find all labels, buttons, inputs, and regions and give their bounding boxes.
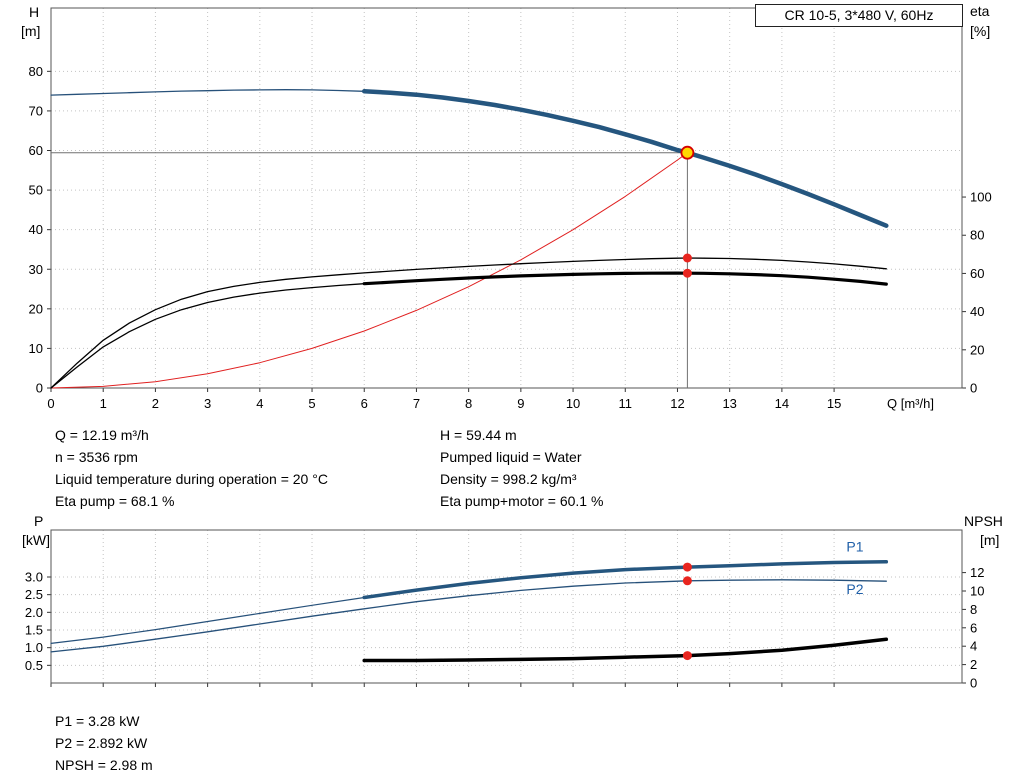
svg-text:40: 40 — [29, 222, 43, 237]
npsh-axis-label: NPSH — [964, 513, 1003, 529]
svg-text:6: 6 — [361, 396, 368, 411]
svg-text:2.5: 2.5 — [25, 587, 43, 602]
series-eta-pump-motor-duty-range — [362, 271, 888, 286]
series-p2 — [50, 579, 887, 653]
svg-text:2: 2 — [970, 657, 977, 672]
svg-text:6: 6 — [970, 620, 977, 635]
svg-text:0.5: 0.5 — [25, 658, 43, 673]
svg-text:2: 2 — [152, 396, 159, 411]
svg-text:80: 80 — [29, 64, 43, 79]
svg-text:20: 20 — [970, 342, 984, 357]
svg-text:100: 100 — [970, 190, 992, 205]
svg-text:60: 60 — [970, 266, 984, 281]
svg-text:5: 5 — [308, 396, 315, 411]
info-line-p2: P2 = 2.892 kW — [55, 735, 148, 751]
power-info: P1 = 3.28 kW P2 = 2.892 kW NPSH = 2.98 m — [55, 710, 153, 776]
svg-text:10: 10 — [970, 583, 984, 598]
npsh-axis-unit: [m] — [980, 532, 1000, 548]
svg-text:4: 4 — [256, 396, 263, 411]
svg-text:2.0: 2.0 — [25, 605, 43, 620]
info-line-p1: P1 = 3.28 kW — [55, 713, 140, 729]
eta-axis-unit: [%] — [970, 23, 991, 39]
series-eta-pump-motor-low-range — [50, 283, 365, 389]
h-axis-unit: [m] — [21, 23, 41, 39]
x-axis-label: Q [m³/h] — [887, 396, 934, 411]
dot — [682, 562, 692, 572]
info-line-eta: Eta pump = 68.1 % — [55, 493, 175, 509]
pump-title-box: CR 10-5, 3*480 V, 60Hz — [755, 4, 963, 27]
hq-eta-chart: 0 1 2 3 4 5 6 7 8 9 10 11 12 13 14 15010203040506070800… — [29, 7, 992, 411]
svg-text:7: 7 — [413, 396, 420, 411]
svg-text:80: 80 — [970, 228, 984, 243]
eta-axis-label: eta — [970, 3, 990, 19]
power-npsh-chart: 0.5 1.0 1.5 2.0 2.5 3.0 0 2 4 6 8 10 12 P1 P2 — [25, 529, 984, 691]
svg-text:10: 10 — [566, 396, 580, 411]
svg-text:1.5: 1.5 — [25, 622, 43, 637]
svg-text:13: 13 — [722, 396, 736, 411]
curve-label-p2: P2 — [846, 581, 863, 597]
series-p1-low-range — [50, 596, 365, 644]
series-p1-duty-range — [362, 560, 889, 600]
svg-text:3.0: 3.0 — [25, 569, 43, 584]
svg-text:40: 40 — [970, 304, 984, 319]
svg-text:20: 20 — [29, 301, 43, 316]
duty-info-right: H = 59.44 m Pumped liquid = Water Densit… — [440, 424, 603, 512]
info-line-eta-tot: Eta pump+motor = 60.1 % — [440, 493, 604, 509]
dot — [682, 576, 692, 586]
info-line-npsh: NPSH = 2.98 m — [55, 757, 153, 773]
dot — [682, 268, 692, 278]
svg-text:8: 8 — [465, 396, 472, 411]
svg-text:1: 1 — [100, 396, 107, 411]
svg-text:12: 12 — [670, 396, 684, 411]
svg-text:0: 0 — [36, 381, 43, 396]
info-line-h: H = 59.44 m — [440, 427, 517, 443]
info-line-q: Q = 12.19 m³/h — [55, 427, 149, 443]
svg-text:3: 3 — [204, 396, 211, 411]
svg-text:11: 11 — [619, 396, 633, 411]
info-line-n: n = 3536 rpm — [55, 449, 138, 465]
dot — [682, 253, 692, 263]
series-system-curve — [50, 152, 688, 389]
duty-point — [680, 145, 695, 160]
series-h-q-curve-full-range — [50, 89, 887, 227]
svg-text:0: 0 — [47, 396, 54, 411]
curve-label-p1: P1 — [846, 539, 863, 555]
duty-info-left: Q = 12.19 m³/h n = 3536 rpm Liquid tempe… — [55, 424, 328, 512]
series-h-q-curve-duty-range — [361, 89, 889, 228]
svg-text:15: 15 — [827, 396, 841, 411]
svg-text:1.0: 1.0 — [25, 640, 43, 655]
svg-text:0: 0 — [970, 381, 977, 396]
dot — [682, 651, 692, 661]
info-line-liquid: Pumped liquid = Water — [440, 449, 582, 465]
svg-text:8: 8 — [970, 602, 977, 617]
svg-text:50: 50 — [29, 183, 43, 198]
svg-text:4: 4 — [970, 639, 977, 654]
info-line-temp: Liquid temperature during operation = 20… — [55, 471, 328, 487]
svg-text:0: 0 — [970, 676, 977, 691]
svg-text:10: 10 — [29, 341, 43, 356]
svg-text:70: 70 — [29, 103, 43, 118]
p-axis-unit: [kW] — [22, 532, 50, 548]
info-line-density: Density = 998.2 kg/m³ — [440, 471, 577, 487]
series-eta-pump — [50, 257, 887, 389]
svg-text:60: 60 — [29, 143, 43, 158]
p-axis-label: P — [34, 513, 44, 529]
svg-text:14: 14 — [775, 396, 789, 411]
svg-text:9: 9 — [517, 396, 524, 411]
svg-text:30: 30 — [29, 262, 43, 277]
svg-text:12: 12 — [970, 565, 984, 580]
series-npsh — [362, 637, 889, 663]
h-axis-label: H — [29, 4, 40, 20]
